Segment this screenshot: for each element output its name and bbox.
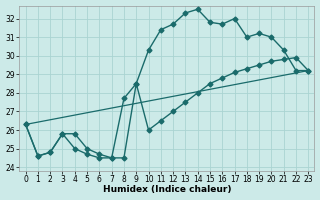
X-axis label: Humidex (Indice chaleur): Humidex (Indice chaleur) [103, 185, 231, 194]
